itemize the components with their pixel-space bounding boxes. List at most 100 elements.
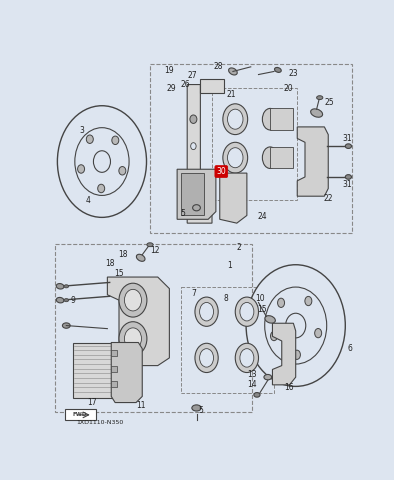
Ellipse shape bbox=[147, 243, 153, 247]
Text: 17: 17 bbox=[87, 398, 97, 407]
Ellipse shape bbox=[345, 175, 351, 179]
Bar bbox=[111, 381, 117, 387]
Ellipse shape bbox=[254, 393, 260, 397]
Text: 11: 11 bbox=[136, 401, 145, 410]
Ellipse shape bbox=[262, 108, 278, 130]
Ellipse shape bbox=[264, 374, 272, 380]
Text: 24: 24 bbox=[258, 213, 267, 221]
Ellipse shape bbox=[310, 109, 323, 117]
Ellipse shape bbox=[286, 313, 306, 338]
Ellipse shape bbox=[119, 283, 147, 317]
Ellipse shape bbox=[345, 144, 351, 148]
Ellipse shape bbox=[58, 106, 147, 217]
Polygon shape bbox=[108, 277, 169, 366]
Ellipse shape bbox=[265, 316, 275, 323]
Text: 23: 23 bbox=[288, 69, 298, 77]
Text: 5: 5 bbox=[180, 209, 185, 218]
Text: 28: 28 bbox=[214, 62, 223, 72]
Ellipse shape bbox=[240, 302, 254, 321]
Polygon shape bbox=[220, 173, 247, 223]
Bar bbox=[56, 244, 252, 412]
Ellipse shape bbox=[195, 297, 218, 326]
Ellipse shape bbox=[227, 109, 243, 129]
Text: 6: 6 bbox=[348, 344, 352, 353]
Polygon shape bbox=[111, 343, 142, 403]
Ellipse shape bbox=[235, 297, 258, 326]
Bar bbox=[201, 79, 224, 93]
Ellipse shape bbox=[240, 348, 254, 367]
Ellipse shape bbox=[195, 343, 218, 372]
Bar bbox=[181, 287, 274, 393]
Ellipse shape bbox=[193, 204, 201, 211]
Ellipse shape bbox=[125, 328, 141, 349]
Ellipse shape bbox=[246, 265, 345, 386]
Text: 19: 19 bbox=[165, 66, 174, 75]
Ellipse shape bbox=[112, 136, 119, 144]
Ellipse shape bbox=[235, 343, 258, 372]
Bar bbox=[270, 108, 294, 130]
Text: 29: 29 bbox=[167, 84, 177, 93]
Bar bbox=[111, 350, 117, 356]
Text: 2: 2 bbox=[237, 243, 242, 252]
Ellipse shape bbox=[262, 147, 278, 168]
Ellipse shape bbox=[275, 68, 281, 72]
Text: 20: 20 bbox=[283, 84, 293, 93]
Ellipse shape bbox=[200, 302, 214, 321]
Ellipse shape bbox=[192, 405, 201, 411]
Bar bbox=[181, 173, 204, 216]
Ellipse shape bbox=[265, 287, 327, 364]
Ellipse shape bbox=[227, 148, 243, 168]
Ellipse shape bbox=[200, 348, 214, 367]
Ellipse shape bbox=[229, 68, 237, 75]
Text: 18: 18 bbox=[105, 260, 114, 268]
Ellipse shape bbox=[56, 284, 64, 289]
Text: 30: 30 bbox=[216, 167, 226, 176]
Text: 8: 8 bbox=[223, 294, 229, 303]
Ellipse shape bbox=[190, 115, 197, 123]
Text: 5: 5 bbox=[199, 406, 204, 415]
Ellipse shape bbox=[223, 142, 248, 173]
Bar bbox=[111, 366, 117, 372]
Text: 15: 15 bbox=[257, 305, 266, 314]
Ellipse shape bbox=[317, 96, 323, 99]
Text: 25: 25 bbox=[325, 98, 335, 107]
Ellipse shape bbox=[64, 299, 69, 302]
Bar bbox=[65, 409, 96, 420]
Bar bbox=[150, 64, 351, 233]
Text: 18: 18 bbox=[118, 250, 128, 259]
Text: 22: 22 bbox=[323, 194, 333, 203]
Text: FWD: FWD bbox=[72, 412, 87, 418]
Text: 9: 9 bbox=[70, 296, 75, 305]
Ellipse shape bbox=[62, 323, 70, 328]
Ellipse shape bbox=[86, 135, 93, 144]
Ellipse shape bbox=[64, 285, 69, 288]
Ellipse shape bbox=[271, 331, 277, 341]
Ellipse shape bbox=[294, 350, 300, 360]
Ellipse shape bbox=[278, 298, 284, 308]
Ellipse shape bbox=[56, 298, 64, 303]
Polygon shape bbox=[272, 323, 296, 385]
Ellipse shape bbox=[119, 322, 147, 356]
Text: 1XD1110-N350: 1XD1110-N350 bbox=[76, 420, 123, 425]
Ellipse shape bbox=[223, 104, 248, 134]
Text: 21: 21 bbox=[227, 90, 236, 99]
Polygon shape bbox=[297, 127, 328, 196]
Text: 1: 1 bbox=[227, 261, 232, 270]
Polygon shape bbox=[177, 169, 216, 219]
Text: 15: 15 bbox=[114, 269, 124, 278]
Text: 7: 7 bbox=[191, 288, 196, 298]
Bar bbox=[212, 88, 297, 200]
Ellipse shape bbox=[98, 184, 105, 192]
Text: 31: 31 bbox=[343, 180, 353, 189]
Ellipse shape bbox=[315, 328, 322, 338]
Text: 13: 13 bbox=[247, 371, 257, 379]
Ellipse shape bbox=[191, 143, 196, 150]
Ellipse shape bbox=[93, 151, 110, 172]
Bar bbox=[72, 343, 113, 398]
Text: 4: 4 bbox=[85, 195, 91, 204]
Text: 16: 16 bbox=[285, 383, 294, 392]
Text: 3: 3 bbox=[79, 126, 84, 135]
Text: 12: 12 bbox=[150, 246, 160, 254]
Text: 14: 14 bbox=[247, 380, 257, 389]
Text: 10: 10 bbox=[255, 294, 265, 303]
